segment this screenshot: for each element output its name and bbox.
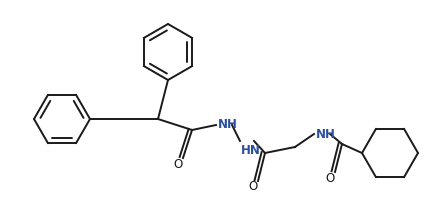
Text: O: O — [173, 157, 183, 171]
Text: HN: HN — [241, 144, 261, 157]
Text: O: O — [249, 180, 257, 194]
Text: O: O — [325, 171, 335, 184]
Text: NH: NH — [218, 118, 238, 131]
Text: NH: NH — [316, 127, 336, 141]
